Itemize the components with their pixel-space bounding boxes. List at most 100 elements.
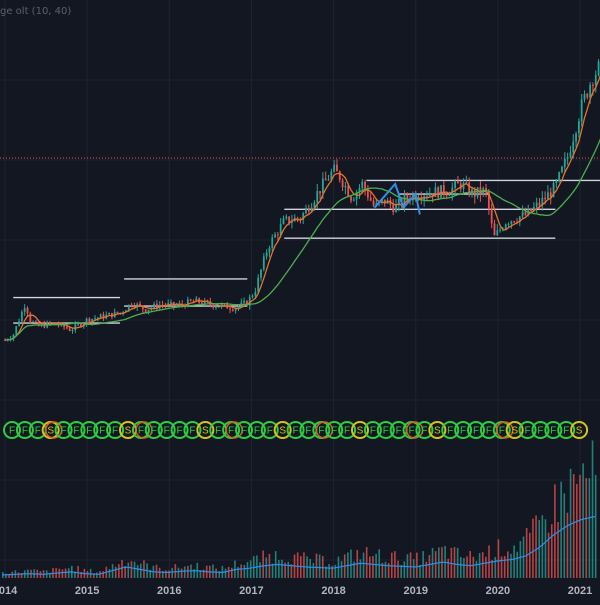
candle-body [271,237,274,248]
volume-bar [403,561,406,578]
candle-body [493,223,496,236]
volume-bar [108,569,111,578]
signal-marker: F [363,421,382,439]
signal-label: S [202,426,209,437]
candle-body [350,196,352,201]
volume-bar [475,560,478,578]
signal-ring [428,421,447,439]
signal-marker: F [492,421,514,439]
candle-body [541,197,544,206]
signal-label: F [486,426,492,437]
volume-bar [149,569,152,578]
volume-bar [409,552,412,578]
candle-body [251,295,254,298]
candle-body [71,330,74,332]
signal-marker: S [428,421,447,439]
volume-bar [165,570,167,578]
volume-bar [488,545,490,578]
volume-bar [331,565,333,578]
signal-marker: F [518,421,537,439]
volume-bar [121,560,123,578]
candle-body [282,218,285,225]
volume-bar [92,573,95,578]
signal-label: S [125,426,132,437]
volume-bar [124,566,126,578]
signal-marker: F [222,421,243,439]
signal-label: F [9,426,15,437]
volume-bar [466,556,468,578]
volume-bar [309,559,312,578]
volume-bar [547,532,550,578]
candle-body [341,180,344,188]
signal-marker: F [544,421,563,439]
signal-marker: S [570,421,589,439]
candle-body [513,221,516,223]
candle-body [116,311,119,314]
signal-label: F [460,426,466,437]
candle-body [302,213,305,221]
volume-bar [143,560,145,578]
volume-bar [296,552,299,578]
candle-body [65,327,68,329]
candle-body [507,224,510,226]
volume-bar [74,571,76,578]
signal-ring [273,421,292,439]
ma-slow-line [4,138,600,341]
candle-body [561,166,563,173]
candle-body [122,312,125,314]
signal-marker: F [80,421,99,439]
candle-body [144,309,147,312]
signal-marker: F [467,421,485,439]
volume-bar [469,551,471,578]
candle-body [426,196,428,198]
signal-label: F [254,426,260,437]
candle-body [544,197,547,200]
x-tick-label: 2017 [239,585,263,597]
volume-bar [447,558,450,578]
candle-body [487,191,490,210]
volume-bar [249,560,252,578]
candle-body [406,195,409,199]
candle-body [577,121,580,134]
volume-bar [5,573,7,578]
indicator-label: ge olt (10, 40) [0,6,72,17]
signal-label: F [550,426,556,437]
signal-label: F [228,426,234,437]
volume-bar [312,562,315,578]
volume-bar [161,570,164,578]
volume-bar [183,566,186,578]
signal-ring [531,421,550,439]
candle-body [361,181,364,189]
x-tick-label: 2019 [403,585,427,597]
volume-bar [544,519,547,578]
candle-body [383,199,386,204]
candle-body [265,252,268,257]
candle-body [569,152,572,158]
signal-ring [170,421,189,439]
candle-body [572,141,575,153]
volume-bar [491,560,493,578]
signal-marker: F [131,421,153,439]
candle-body [231,309,234,311]
volume-bar [212,564,214,578]
signal-ring [286,421,305,439]
volume-bar [240,564,242,578]
candle-body [552,183,555,198]
candle-body [468,182,471,195]
candle-body [156,303,158,309]
candle-body [237,306,240,309]
candle-body [12,334,15,339]
signal-ring-secondary [225,421,243,439]
x-tick-label: 2018 [321,585,345,597]
candle-body [37,322,40,326]
volume-bar [96,572,98,578]
volume-bar [281,559,283,578]
candle-body [141,305,144,310]
signal-label: F [22,426,28,437]
candle-body [23,307,26,312]
signal-marker: F [183,421,202,439]
volume-bar [579,474,581,578]
volume-bar [353,561,355,578]
candle-body [201,302,203,305]
